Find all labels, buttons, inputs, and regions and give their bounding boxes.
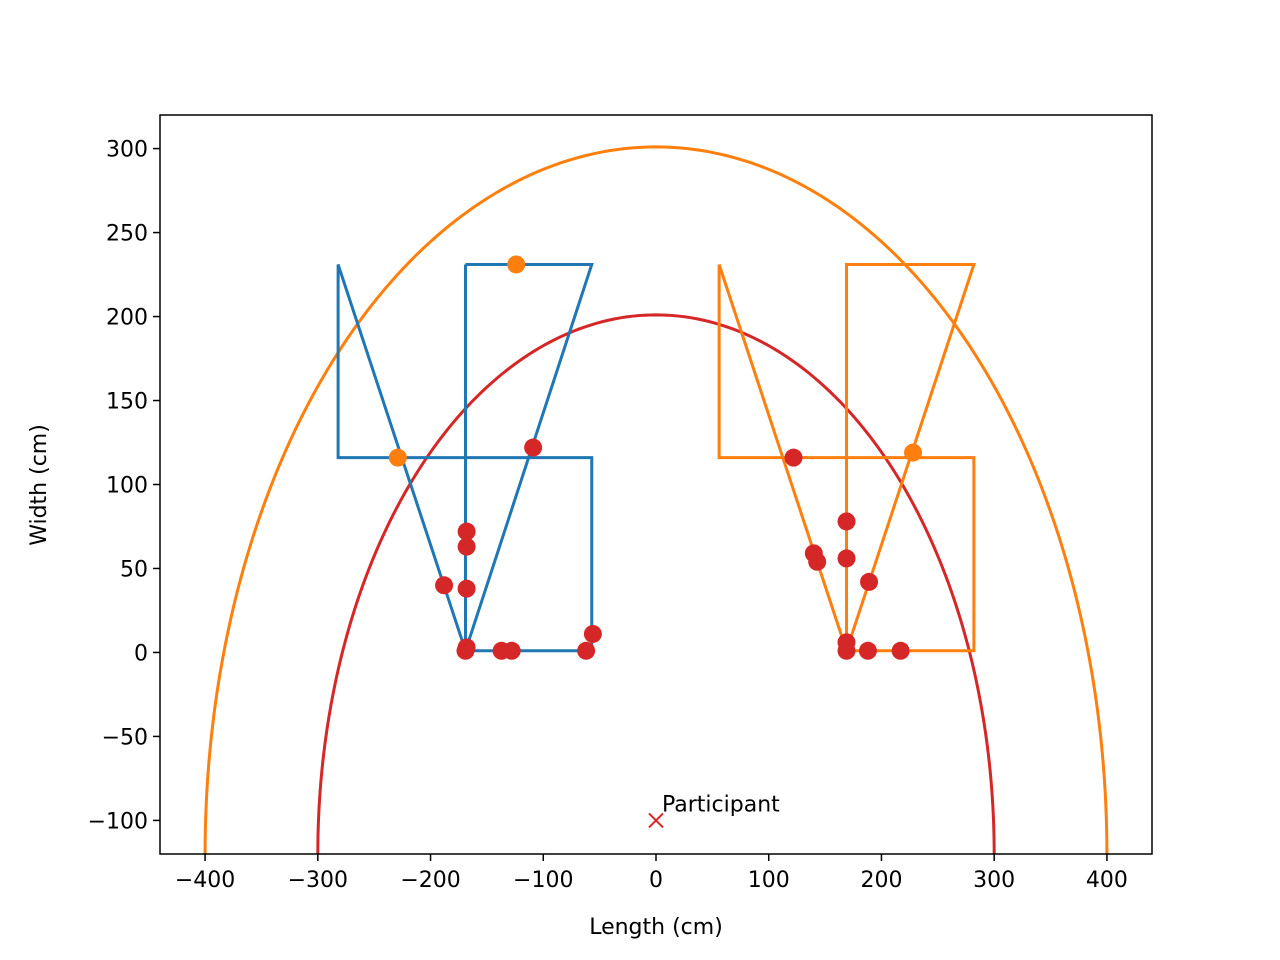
data-point-21 xyxy=(837,641,856,660)
x-tick-label: 300 xyxy=(973,868,1015,893)
x-tick-label: −300 xyxy=(288,868,348,893)
curve-1 xyxy=(316,313,996,854)
y-tick-label: 200 xyxy=(106,306,148,331)
data-point-9 xyxy=(456,641,475,660)
x-tick-label: 100 xyxy=(748,868,790,893)
y-tick-label: −50 xyxy=(102,725,148,750)
data-point-17 xyxy=(808,552,827,571)
data-point-22 xyxy=(858,641,877,660)
participant-marker-stroke-b xyxy=(648,812,664,829)
participant-marker xyxy=(648,812,664,829)
marker-layer: Participant xyxy=(648,792,780,829)
y-tick-label: 50 xyxy=(120,557,148,582)
y-tick-label: 150 xyxy=(106,390,148,415)
data-point-13 xyxy=(583,624,602,643)
x-axis-title: Length (cm) xyxy=(589,915,723,940)
data-point-3 xyxy=(524,438,543,457)
data-point-14 xyxy=(784,448,803,467)
data-point-15 xyxy=(837,512,856,531)
x-tick-label: −400 xyxy=(175,868,235,893)
data-point-4 xyxy=(457,522,476,541)
data-point-5 xyxy=(457,537,476,556)
data-point-12 xyxy=(577,641,596,660)
data-point-1 xyxy=(388,448,407,467)
data-point-0 xyxy=(507,255,526,274)
participant-label: Participant xyxy=(662,792,780,817)
curves-layer xyxy=(203,145,1109,854)
x-tick-label: −100 xyxy=(513,868,573,893)
data-point-19 xyxy=(860,572,879,591)
y-tick-label: 100 xyxy=(106,474,148,499)
data-point-7 xyxy=(457,579,476,598)
y-tick-label: 300 xyxy=(106,138,148,163)
y-axis-title: Width (cm) xyxy=(27,424,52,546)
data-point-6 xyxy=(435,576,454,595)
y-tick-label: 250 xyxy=(106,222,148,247)
y-axis-ticks: −100 −50 0 50 100 150 200 250 300 xyxy=(88,138,160,834)
points-layer xyxy=(388,255,923,660)
x-tick-label: −200 xyxy=(400,868,460,893)
y-tick-label: −100 xyxy=(88,809,148,834)
data-point-11 xyxy=(502,641,521,660)
x-tick-label: 0 xyxy=(649,868,663,893)
x-axis-ticks: −400 −300 −200 −100 0 100 200 300 400 xyxy=(175,854,1128,893)
x-tick-label: 200 xyxy=(860,868,902,893)
x-tick-label: 400 xyxy=(1086,868,1128,893)
data-point-18 xyxy=(837,549,856,568)
y-tick-label: 0 xyxy=(134,641,148,666)
curve-0 xyxy=(203,145,1109,854)
data-point-2 xyxy=(904,443,923,462)
data-point-23 xyxy=(891,641,910,660)
